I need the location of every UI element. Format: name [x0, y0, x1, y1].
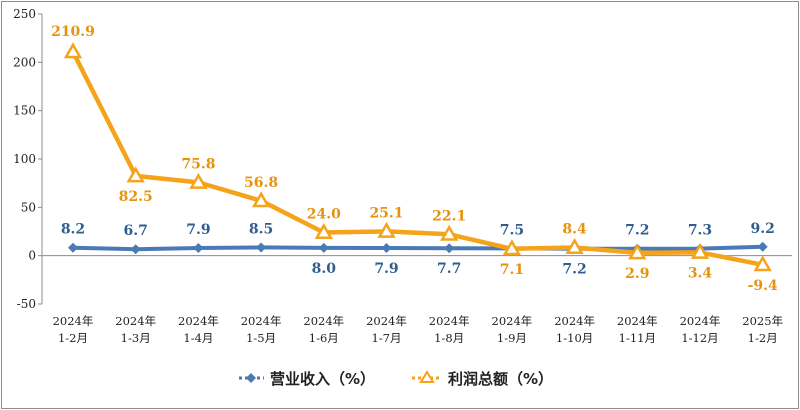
- x-tick-label-period: 1-4月: [183, 331, 213, 345]
- y-tick-label: 150: [13, 104, 36, 118]
- revenue-data-label: 7.9: [186, 222, 210, 238]
- x-tick-label-period: 1-2月: [748, 331, 778, 345]
- x-tick-label-period: 1-5月: [246, 331, 276, 345]
- data-point-diamond: [193, 243, 204, 254]
- legend-label-profit: 利润总额（%）: [448, 370, 553, 388]
- profit-data-label: 56.8: [244, 175, 278, 191]
- x-tick-label-year: 2024年: [366, 314, 407, 328]
- data-point-triangle: [63, 42, 83, 59]
- x-tick-label-year: 2024年: [241, 314, 282, 328]
- legend-item-profit: 利润总额（%）: [412, 370, 553, 388]
- data-point-diamond: [130, 244, 141, 255]
- data-point-diamond: [381, 243, 392, 254]
- profit-data-label: 7.1: [500, 262, 524, 278]
- x-tick-label-year: 2024年: [303, 314, 344, 328]
- x-tick-label-year: 2024年: [429, 314, 470, 328]
- x-tick-label-year: 2024年: [492, 314, 533, 328]
- revenue-data-label: 8.0: [312, 261, 337, 277]
- y-tick-label: 200: [13, 55, 36, 69]
- legend-item-revenue: 营业收入（%）: [239, 370, 375, 388]
- revenue-line: [72, 244, 763, 252]
- profit-data-label: 8.4: [562, 222, 587, 238]
- y-tick-label: 100: [13, 152, 36, 166]
- revenue-data-label: 6.7: [124, 223, 148, 239]
- x-tick-label-year: 2024年: [554, 314, 595, 328]
- legend-marker-diamond: [246, 373, 256, 383]
- data-point-diamond: [444, 243, 455, 254]
- y-tick-label: 0: [28, 249, 36, 263]
- series-layer: [63, 42, 772, 272]
- revenue-data-label: 7.2: [625, 223, 649, 239]
- profit-data-label: 75.8: [181, 156, 215, 172]
- data-point-diamond: [68, 242, 78, 253]
- data-point-triangle: [189, 172, 208, 189]
- legend-label-revenue: 营业收入（%）: [270, 370, 375, 388]
- data-point-diamond: [256, 242, 267, 253]
- profit-data-label: 3.4: [688, 265, 713, 281]
- data-point-triangle: [628, 243, 647, 260]
- revenue-data-label: 7.9: [374, 261, 398, 277]
- profit-data-label: -9.4: [748, 278, 778, 294]
- x-tick-label-period: 1-10月: [556, 331, 593, 345]
- legend-marker-triangle: [419, 370, 435, 383]
- data-point-triangle: [377, 221, 396, 238]
- legend: 营业收入（%） 利润总额（%）: [239, 370, 553, 388]
- data-labels: 8.2 6.7 7.9 8.5 8.0 7.9 7.7 7.5 7.2 7.2 7.3 9.2 210.…: [51, 24, 778, 294]
- revenue-data-label: 7.3: [688, 223, 712, 239]
- x-tick-label-year: 2024年: [178, 314, 219, 328]
- data-point-triangle: [126, 166, 145, 183]
- profit-data-label: 82.5: [119, 189, 153, 205]
- x-tick-label-period: 1-11月: [619, 331, 656, 345]
- y-tick-label: 250: [13, 7, 36, 21]
- revenue-data-label: 7.5: [500, 222, 524, 238]
- x-tick-label-period: 1-7月: [371, 331, 401, 345]
- data-point-triangle: [753, 255, 772, 272]
- data-point-triangle: [314, 222, 333, 239]
- data-point-triangle: [565, 238, 584, 255]
- x-tick-label-year: 2024年: [617, 314, 658, 328]
- profit-data-label: 24.0: [307, 206, 341, 222]
- y-tick-label: -50: [17, 297, 36, 311]
- x-tick-label-year: 2024年: [680, 314, 721, 328]
- x-tick-label-period: 1-12月: [681, 331, 718, 345]
- revenue-data-label: 8.2: [61, 222, 85, 238]
- profit-data-label: 22.1: [432, 208, 466, 224]
- profit-data-label: 25.1: [369, 205, 403, 221]
- data-point-triangle: [251, 191, 271, 208]
- x-tick-label-period: 1-2月: [58, 331, 88, 345]
- x-axis-ticks: 2024年 1-2月 2024年 1-3月 2024年 1-4月 2024年 1-5月 2024…: [53, 314, 783, 345]
- revenue-data-label: 7.7: [437, 261, 461, 277]
- axes: [41, 14, 792, 304]
- x-tick-label-year: 2025年: [742, 314, 783, 328]
- x-tick-label-year: 2024年: [115, 314, 156, 328]
- x-tick-label-period: 1-8月: [434, 331, 464, 345]
- profit-line: [70, 50, 764, 268]
- revenue-data-label: 8.5: [249, 221, 273, 237]
- series-profit: [63, 42, 772, 272]
- x-tick-label-year: 2024年: [53, 314, 94, 328]
- data-point-triangle: [502, 239, 522, 256]
- data-point-triangle: [440, 224, 459, 241]
- profit-data-label: 2.9: [625, 266, 649, 282]
- revenue-data-label: 9.2: [751, 221, 775, 237]
- y-axis-ticks: 250 200 150 100 50 0 -50: [13, 7, 42, 311]
- data-point-diamond: [757, 241, 768, 252]
- data-point-diamond: [318, 242, 329, 253]
- data-point-triangle: [690, 242, 710, 259]
- revenue-data-label: 7.2: [562, 262, 586, 278]
- x-tick-label-period: 1-9月: [497, 331, 527, 345]
- x-tick-label-period: 1-3月: [121, 331, 151, 345]
- y-tick-label: 50: [21, 200, 36, 214]
- x-tick-label-period: 1-6月: [309, 331, 339, 345]
- profit-data-label: 210.9: [51, 24, 95, 40]
